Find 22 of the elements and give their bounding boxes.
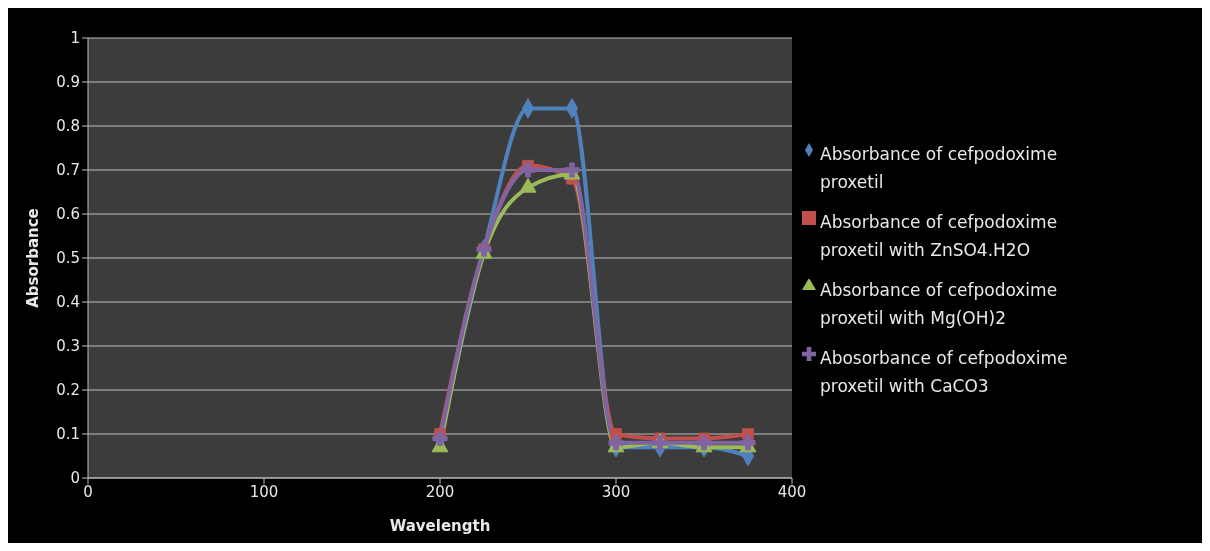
x-tick-label: 400 [777, 482, 807, 501]
y-tick-label: 0.3 [56, 337, 80, 356]
x-tick-label: 200 [425, 482, 455, 501]
x-tick-label: 300 [601, 482, 631, 501]
y-tick-label: 0.1 [56, 425, 80, 444]
legend-label: Absorbance of cefpodoxime proxetil with Mg(OH)2 [820, 278, 1059, 330]
y-tick-label: 0.4 [56, 293, 80, 312]
y-tick-label: 0.5 [56, 249, 80, 268]
legend-label: Abosorbance of cefpodoxime proxetil with CaCO3 [820, 346, 1069, 398]
x-tick-label: 100 [249, 482, 279, 501]
x-axis-title: Wavelength [389, 517, 491, 535]
x-tick-label: 0 [83, 482, 93, 501]
y-tick-label: 0.9 [56, 73, 80, 92]
y-tick-label: 0.6 [56, 205, 80, 224]
y-axis-title: Absorbance [24, 208, 43, 308]
y-tick-label: 0.7 [56, 161, 80, 180]
legend-label: Absorbance of cefpodoxime proxetil [820, 142, 1059, 194]
y-tick-label: 1 [70, 29, 80, 48]
legend-label: Absorbance of cefpodoxime proxetil with ZnSO4.H2O [820, 210, 1059, 262]
y-tick-label: 0.8 [56, 117, 80, 136]
y-tick-label: 0.2 [56, 381, 80, 400]
y-tick-label: 0 [70, 469, 80, 488]
